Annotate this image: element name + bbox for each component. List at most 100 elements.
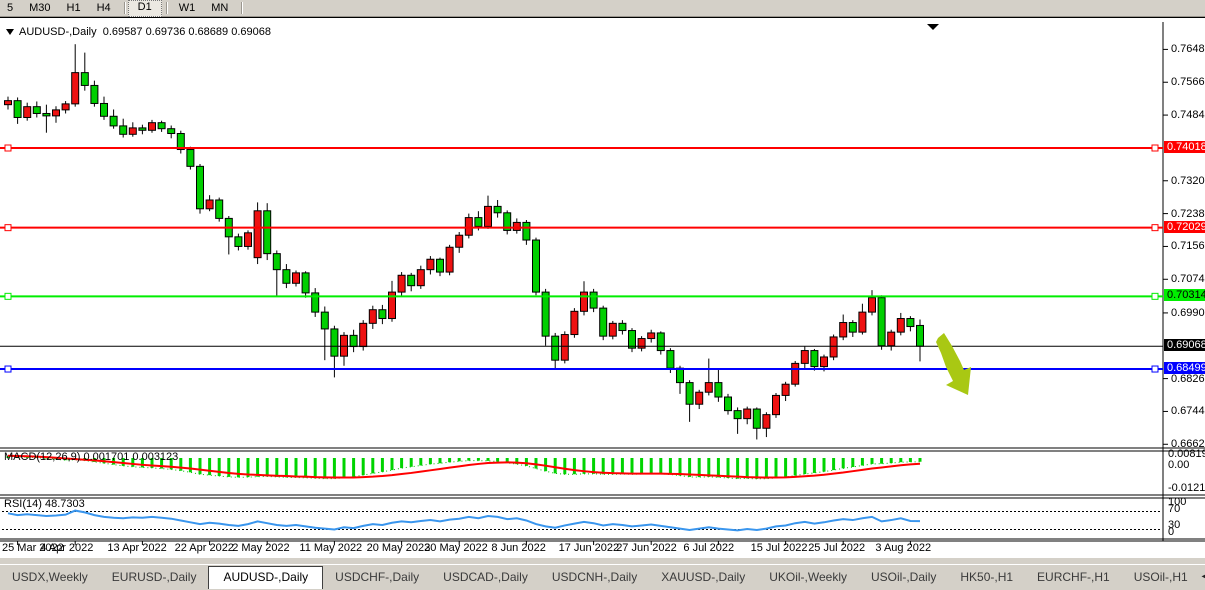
candle-body[interactable] — [791, 362, 800, 385]
candle-body[interactable] — [647, 332, 656, 340]
candle-body[interactable] — [628, 330, 636, 349]
candle-body[interactable] — [743, 408, 752, 420]
chart-tab-usoil-h1[interactable]: USOil-,H1 — [1133, 570, 1188, 584]
candle-body[interactable] — [292, 272, 300, 284]
chart-tab-ukoil-weekly[interactable]: UKOil-,Weekly — [769, 570, 848, 584]
chart-tab-eurusd-daily[interactable]: EURUSD-,Daily — [111, 570, 197, 584]
candle-body[interactable] — [90, 84, 99, 104]
timeframe-button-m30[interactable]: M30 — [29, 1, 51, 14]
candle-body[interactable] — [637, 338, 646, 349]
chevron-down-icon[interactable] — [6, 29, 14, 35]
candle-body[interactable] — [580, 291, 588, 312]
candle-body[interactable] — [887, 331, 896, 347]
candle-body[interactable] — [282, 269, 291, 284]
date-axis-label[interactable]: 20 May 2022 — [366, 542, 431, 554]
candle-body[interactable] — [589, 291, 598, 309]
candle-body[interactable] — [733, 410, 742, 420]
date-axis-label[interactable]: 27 Jun 2022 — [616, 542, 677, 554]
candle-body[interactable] — [311, 292, 320, 313]
candle-body[interactable] — [148, 122, 156, 131]
candle-body[interactable] — [138, 127, 147, 131]
candle-body[interactable] — [800, 350, 809, 364]
timeframe-button-h4[interactable]: H4 — [96, 1, 111, 14]
date-axis-label[interactable]: 25 Mar 2022 — [2, 542, 64, 554]
candle-body[interactable] — [695, 391, 704, 405]
line-handle[interactable] — [4, 365, 12, 373]
candle-body[interactable] — [416, 269, 425, 287]
candle-body[interactable] — [848, 322, 857, 333]
sell-arrow-annotation[interactable] — [936, 333, 971, 395]
candle-body[interactable] — [714, 382, 723, 398]
candle-body[interactable] — [330, 328, 339, 357]
date-axis-label[interactable]: 3 Aug 2022 — [875, 542, 932, 554]
candle-body[interactable] — [167, 128, 176, 135]
candle-body[interactable] — [839, 322, 848, 338]
date-axis-label[interactable]: 2 May 2022 — [232, 542, 290, 554]
candle-body[interactable] — [877, 297, 886, 347]
candle-body[interactable] — [128, 127, 137, 135]
candle-body[interactable] — [560, 334, 569, 361]
candle-body[interactable] — [52, 109, 60, 117]
candle-body[interactable] — [186, 149, 195, 167]
price-chart-canvas[interactable] — [0, 18, 1205, 558]
candle-body[interactable] — [4, 100, 12, 106]
candle-body[interactable] — [119, 125, 128, 135]
candle-body[interactable] — [320, 311, 329, 330]
tab-scroll-left-icon[interactable]: ◄ — [1199, 571, 1205, 581]
candle-body[interactable] — [80, 72, 89, 86]
candle-body[interactable] — [301, 272, 310, 294]
candle-body[interactable] — [436, 258, 444, 273]
candle-body[interactable] — [244, 232, 252, 247]
chart-tab-audusd-daily[interactable]: AUDUSD-,Daily — [208, 566, 324, 589]
candle-body[interactable] — [32, 106, 41, 114]
candle-body[interactable] — [551, 335, 560, 361]
candle-body[interactable] — [829, 336, 838, 358]
date-axis-label[interactable]: 30 May 2022 — [424, 542, 488, 554]
candle-body[interactable] — [868, 297, 876, 313]
timeframe-button-5[interactable]: 5 — [7, 1, 14, 14]
line-handle[interactable] — [1151, 365, 1159, 373]
candle-body[interactable] — [100, 102, 108, 117]
chart-tab-xauusd-daily[interactable]: XAUUSD-,Daily — [661, 570, 746, 584]
candle-body[interactable] — [656, 332, 665, 352]
candle-body[interactable] — [858, 311, 867, 333]
candle-body[interactable] — [484, 205, 492, 227]
candle-body[interactable] — [368, 309, 377, 324]
chart-tab-usdx-weekly[interactable]: USDX,Weekly — [12, 570, 88, 584]
candle-body[interactable] — [522, 221, 531, 241]
candle-body[interactable] — [13, 100, 22, 118]
candle-body[interactable] — [426, 258, 435, 271]
chart-tab-usdchf-daily[interactable]: USDCHF-,Daily — [335, 570, 420, 584]
candle-body[interactable] — [493, 205, 502, 214]
candle-body[interactable] — [503, 212, 512, 231]
candle-body[interactable] — [205, 199, 214, 210]
chart-tab-usoil-daily[interactable]: USOil-,Daily — [871, 570, 937, 584]
candle-body[interactable] — [349, 334, 358, 348]
candle-body[interactable] — [512, 221, 521, 231]
candle-body[interactable] — [618, 322, 627, 332]
date-axis-label[interactable]: 6 Jul 2022 — [683, 542, 735, 554]
candle-body[interactable] — [772, 394, 780, 416]
date-axis-label[interactable]: 4 Apr 2022 — [40, 542, 94, 554]
candle-body[interactable] — [455, 234, 464, 248]
line-handle[interactable] — [4, 224, 12, 232]
candle-body[interactable] — [916, 324, 924, 347]
candle-body[interactable] — [23, 106, 32, 118]
line-handle[interactable] — [4, 144, 12, 152]
candle-body[interactable] — [762, 414, 771, 429]
candle-body[interactable] — [109, 115, 118, 127]
candle-body[interactable] — [215, 199, 224, 219]
timeframe-button-h1[interactable]: H1 — [66, 1, 81, 14]
date-axis-label[interactable]: 13 Apr 2022 — [107, 542, 167, 554]
candle-body[interactable] — [666, 350, 675, 369]
candle-body[interactable] — [263, 210, 272, 255]
candle-body[interactable] — [474, 217, 483, 227]
line-handle[interactable] — [1151, 224, 1159, 232]
timeframe-button-w1[interactable]: W1 — [178, 1, 196, 14]
candle-body[interactable] — [359, 322, 368, 348]
timeframe-button-mn[interactable]: MN — [211, 1, 229, 14]
candle-body[interactable] — [896, 318, 905, 333]
line-handle[interactable] — [1151, 292, 1159, 300]
line-handle[interactable] — [1151, 144, 1159, 152]
candle-body[interactable] — [752, 408, 761, 429]
